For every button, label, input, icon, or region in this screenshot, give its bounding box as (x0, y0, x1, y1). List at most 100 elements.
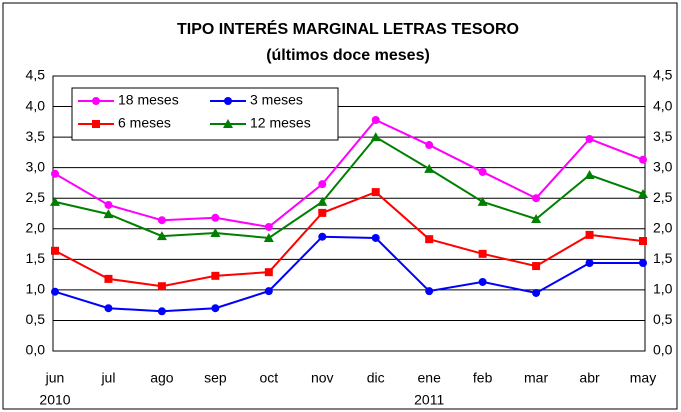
legend-label: 18 meses (118, 92, 179, 108)
marker (157, 282, 166, 291)
x-tick-label: abr (579, 370, 600, 386)
marker (156, 231, 167, 241)
x-tick-label: dic (367, 370, 385, 386)
y-tick-label: 1,0 (26, 281, 46, 297)
marker (264, 268, 273, 277)
y2-tick-label: 4,0 (653, 97, 673, 113)
marker (51, 287, 59, 296)
y2-tick-label: 1,5 (653, 250, 673, 266)
chart-title: TIPO INTERÉS MARGINAL LETRAS TESORO (177, 19, 519, 38)
y2-tick-label: 0,0 (653, 342, 673, 358)
marker (585, 230, 594, 239)
x-year-label: 2010 (39, 392, 70, 408)
marker (639, 155, 647, 164)
marker (317, 196, 328, 206)
marker (318, 232, 327, 241)
y2-tick-label: 0,5 (653, 311, 673, 327)
marker (371, 188, 380, 197)
marker (478, 167, 487, 176)
marker (477, 196, 488, 206)
chart-subtitle: (últimos doce meses) (266, 47, 430, 64)
marker (370, 132, 381, 142)
marker (424, 163, 435, 173)
marker (478, 277, 487, 286)
marker (50, 196, 60, 206)
y2-tick-label: 2,5 (653, 189, 673, 205)
marker (318, 208, 327, 217)
series (51, 188, 647, 291)
marker (211, 304, 220, 313)
marker (639, 259, 647, 267)
marker (532, 288, 541, 297)
marker (211, 271, 220, 280)
marker (157, 216, 166, 225)
marker (264, 222, 273, 231)
y2-tick-label: 4,5 (653, 67, 673, 83)
x-tick-label: jul (100, 370, 115, 386)
marker (638, 188, 648, 198)
series (51, 116, 647, 231)
series-line (54, 118, 644, 229)
x-tick-label: ago (150, 370, 174, 386)
plot-area (52, 75, 646, 352)
legend: 18 meses 3 meses 6 meses 12 meses (71, 87, 339, 141)
marker (263, 232, 274, 242)
marker (585, 259, 594, 267)
marker (103, 209, 114, 219)
marker (224, 97, 232, 105)
marker (157, 307, 166, 316)
y2-tick-label: 3,0 (653, 158, 673, 174)
marker (371, 233, 380, 242)
y-tick-label: 2,5 (26, 189, 46, 205)
x-tick-label: nov (311, 370, 334, 386)
y-tick-label: 0,5 (26, 311, 46, 327)
marker (264, 287, 273, 296)
series-line (54, 235, 643, 313)
y-tick-label: 4,0 (26, 97, 46, 113)
y2-tick-label: 2,0 (653, 219, 673, 235)
series (50, 132, 648, 242)
marker (639, 237, 647, 245)
x-tick-label: mar (524, 370, 548, 386)
marker (531, 214, 542, 223)
series (51, 232, 647, 316)
marker (223, 119, 233, 128)
x-tick-label: jun (45, 370, 65, 386)
y2-tick-label: 1,0 (653, 281, 673, 297)
legend-label: 12 meses (250, 115, 311, 131)
marker (425, 287, 434, 296)
marker (211, 213, 220, 222)
y-tick-label: 0,0 (26, 342, 46, 358)
y-tick-label: 3,0 (26, 158, 46, 174)
marker (104, 200, 113, 209)
series-line (54, 135, 644, 239)
marker (318, 180, 327, 189)
y-tick-label: 1,5 (26, 250, 46, 266)
marker (584, 170, 595, 179)
marker (532, 262, 541, 271)
series-line (54, 190, 644, 288)
y-tick-label: 3,5 (26, 128, 46, 144)
marker (425, 141, 434, 150)
marker (51, 169, 59, 178)
marker (104, 304, 113, 313)
marker (532, 194, 541, 203)
marker (478, 249, 487, 258)
x-tick-label: feb (473, 370, 493, 386)
marker (92, 120, 100, 128)
legend-label: 6 meses (118, 115, 171, 131)
marker (371, 116, 380, 124)
y2-tick-label: 3,5 (653, 128, 673, 144)
x-tick-label: ene (418, 370, 442, 386)
x-year-label: 2011 (414, 392, 444, 408)
marker (104, 274, 113, 283)
marker (425, 235, 434, 244)
marker (51, 246, 59, 255)
legend-label: 3 meses (250, 92, 303, 108)
x-tick-label: may (630, 370, 656, 386)
marker (92, 97, 100, 105)
y-tick-label: 4,5 (26, 67, 46, 83)
legend-box (71, 87, 339, 141)
x-tick-label: sep (204, 370, 227, 386)
